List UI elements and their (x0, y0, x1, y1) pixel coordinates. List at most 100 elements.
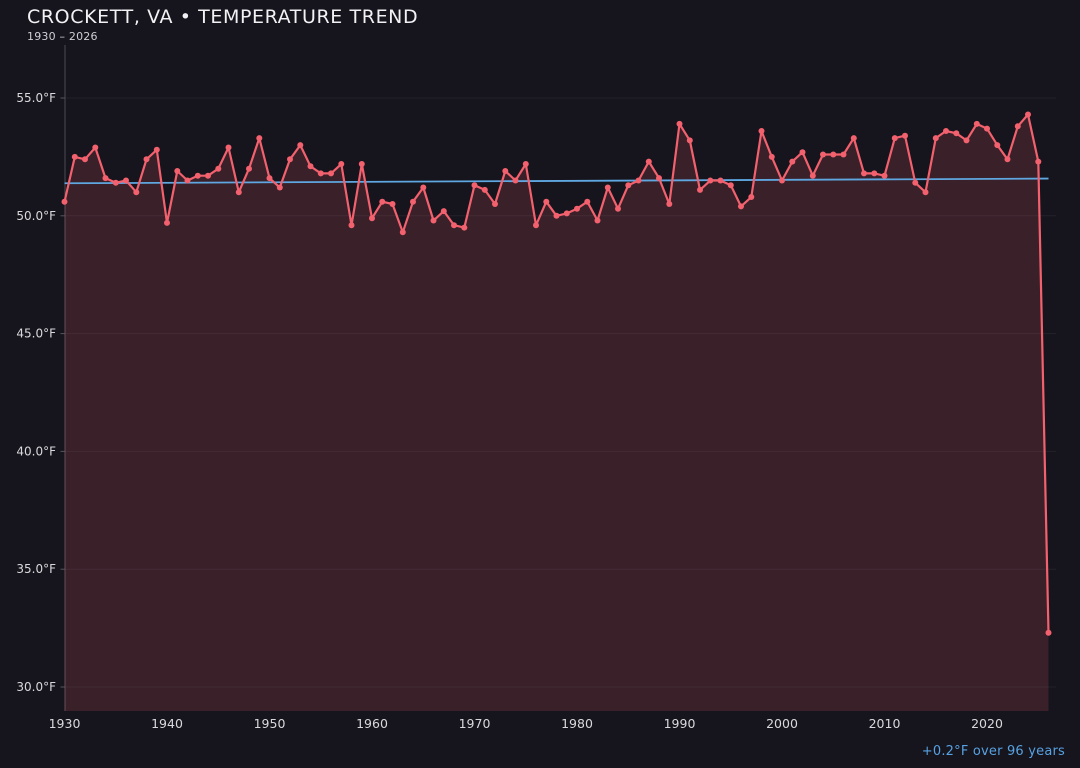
data-point (563, 210, 570, 217)
data-point (215, 165, 222, 172)
data-point (973, 120, 980, 127)
chart-title: CROCKETT, VA • TEMPERATURE TREND (27, 6, 419, 28)
data-point (184, 177, 191, 184)
data-point (717, 177, 724, 184)
data-point (953, 130, 960, 137)
chart-header: CROCKETT, VA • TEMPERATURE TREND 1930 – … (27, 6, 419, 43)
data-point (348, 222, 355, 229)
data-point (758, 128, 765, 134)
data-point (205, 172, 211, 179)
trend-line (64, 177, 1049, 185)
data-point (430, 217, 437, 224)
data-point (850, 135, 857, 142)
x-tick-label: 2000 (766, 716, 798, 731)
data-point (656, 175, 662, 182)
data-point (246, 165, 252, 172)
data-point (1014, 123, 1021, 130)
data-point (287, 156, 293, 163)
data-point (133, 189, 140, 196)
data-point (225, 144, 232, 151)
data-point (369, 215, 375, 222)
data-point (984, 125, 990, 132)
data-point (943, 128, 949, 134)
data-point (840, 151, 847, 158)
data-point (71, 153, 78, 160)
y-tick-label: 50.0°F (16, 209, 56, 223)
data-point (420, 184, 427, 191)
data-point (522, 161, 529, 167)
x-tick-label: 2010 (869, 716, 901, 731)
data-point (594, 217, 601, 224)
data-point (276, 184, 283, 191)
data-point (584, 198, 591, 205)
data-point (666, 201, 673, 207)
x-tick-label: 2020 (971, 716, 1003, 731)
data-point (379, 198, 386, 205)
data-point (615, 205, 621, 212)
data-point (61, 198, 68, 205)
data-point (697, 186, 703, 193)
data-point (328, 170, 334, 177)
data-point (317, 170, 324, 177)
data-point (297, 142, 304, 149)
data-point (256, 135, 263, 142)
data-point (358, 161, 365, 167)
data-point (891, 135, 898, 142)
data-point (1004, 156, 1011, 163)
chart-subtitle: 1930 – 2026 (27, 29, 98, 43)
data-point (194, 172, 201, 179)
data-point (963, 137, 970, 144)
data-point (861, 170, 867, 177)
y-tick-label: 45.0°F (16, 327, 56, 341)
data-point (112, 179, 119, 186)
x-tick-label: 1960 (356, 716, 388, 731)
data-point (779, 177, 785, 184)
data-point (543, 198, 550, 205)
data-point (932, 135, 939, 142)
data-point (574, 205, 580, 212)
data-point (994, 142, 1001, 149)
data-point (1035, 158, 1042, 165)
data-point (512, 177, 519, 184)
data-point (153, 146, 160, 153)
y-tick-label: 30.0°F (16, 680, 56, 694)
data-point (481, 186, 488, 193)
x-tick-label: 1940 (151, 716, 183, 731)
data-point (912, 179, 919, 186)
data-point (686, 137, 693, 144)
data-point (1045, 629, 1052, 636)
data-point (820, 151, 826, 158)
data-point (410, 198, 416, 205)
x-tick-label: 1950 (254, 716, 286, 731)
data-point (164, 219, 170, 226)
data-point (266, 175, 273, 182)
data-point (871, 170, 878, 177)
y-tick-label: 40.0°F (16, 444, 56, 458)
data-point (338, 161, 345, 167)
data-point (922, 189, 929, 196)
data-point (748, 194, 755, 200)
data-point (533, 222, 539, 229)
data-point (502, 168, 509, 174)
x-tick-label: 1970 (459, 716, 491, 731)
trend-annotation: +0.2°F over 96 years (921, 744, 1065, 759)
data-point (307, 163, 314, 170)
data-point (902, 132, 908, 139)
data-point (389, 201, 396, 207)
data-point (123, 177, 129, 184)
data-point (174, 168, 181, 174)
data-point (461, 224, 468, 231)
data-point (738, 203, 744, 210)
y-tick-label: 35.0°F (16, 562, 56, 576)
data-point (676, 120, 683, 127)
data-point (635, 177, 642, 184)
x-tick-label: 1990 (664, 716, 696, 731)
data-point (830, 151, 837, 158)
data-point (625, 182, 632, 189)
data-point (492, 201, 498, 207)
data-point (553, 212, 560, 219)
data-point (471, 182, 478, 189)
data-point (440, 208, 447, 215)
